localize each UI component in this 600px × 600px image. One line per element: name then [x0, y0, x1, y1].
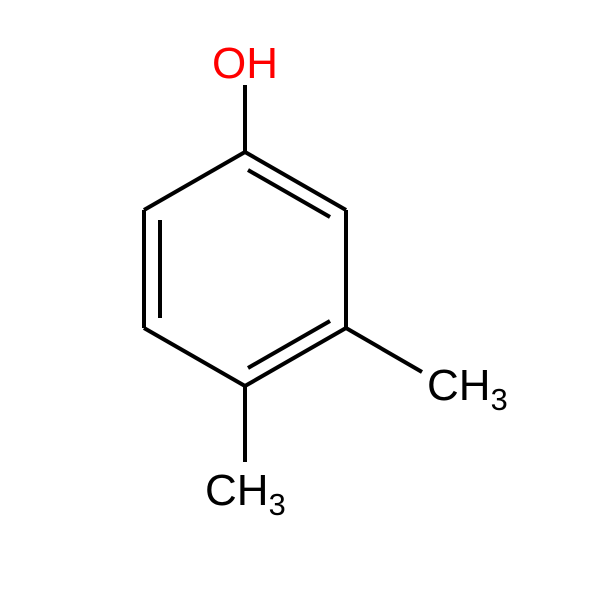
bond-c4-c5: [144, 328, 245, 386]
bond-c3-c4-outer: [245, 328, 346, 386]
ch3-bottom-label: CH3: [205, 466, 286, 522]
bond-c1-c2-outer: [245, 152, 346, 210]
ch3-bottom-3: 3: [269, 487, 286, 522]
atom-labels: OH CH3 CH3: [205, 39, 508, 522]
bond-c6-c1: [144, 152, 245, 210]
oh-text: OH: [212, 39, 278, 88]
substituent-bonds: [245, 85, 422, 462]
bond-c3-ch3: [346, 328, 422, 372]
ch3-bottom-c: CH: [205, 466, 269, 515]
ch3-right-c: CH: [427, 361, 491, 410]
molecule-diagram: OH CH3 CH3: [0, 0, 600, 600]
ch3-right-3: 3: [491, 382, 508, 417]
benzene-ring: [144, 152, 346, 386]
oh-label: OH: [212, 39, 278, 88]
ch3-right-label: CH3: [427, 361, 508, 417]
